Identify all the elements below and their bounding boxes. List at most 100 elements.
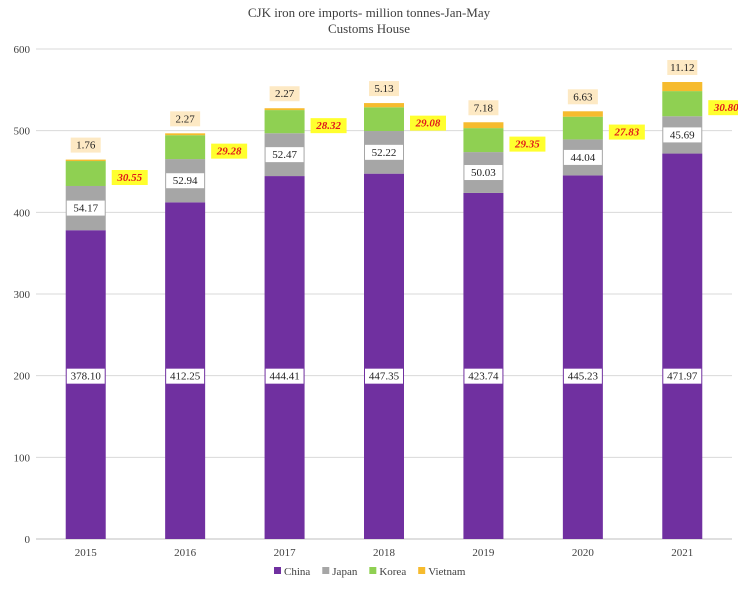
bar-korea [364,107,404,132]
bar-china [364,173,404,539]
bar-vietnam [562,111,603,117]
data-label-box-korea [310,118,347,134]
data-label-japan: 52.94 [173,175,198,187]
bar-vietnam [463,122,504,129]
data-label-box-vietnam [170,111,201,127]
data-label-china: 423.74 [468,371,499,383]
data-label-box-korea [410,115,446,131]
y-tick-label: 300 [14,289,31,301]
data-label-box-japan [265,147,304,163]
bar-china [463,192,504,539]
x-tick-label: 2018 [373,547,396,559]
data-label-china: 471.97 [667,371,698,383]
x-tick-label: 2019 [472,547,495,559]
data-label-vietnam: 5.13 [374,83,394,95]
data-label-japan: 54.17 [73,203,98,215]
data-label-box-vietnam [70,137,101,153]
bar-korea [65,161,106,186]
data-label-china: 378.10 [71,371,102,383]
data-label-china: 447.35 [369,371,400,383]
bars: 378.10 54.17 30.55 1.76 412.25 52.94 29.28 2.27… [65,60,738,540]
data-label-box-korea [509,136,546,152]
y-axis-ticks: 0 100 200 300 400 500 600 [14,44,31,546]
data-label-box-china [66,368,105,384]
y-tick-label: 500 [14,126,31,138]
data-label-korea: 30.80 [713,102,738,114]
data-label-vietnam: 11.12 [670,62,694,74]
y-tick-label: 100 [14,452,31,464]
data-label-china: 444.41 [269,371,299,383]
bar-korea [264,110,305,134]
bar-china [65,230,106,540]
legend: China Japan Korea Vietnam [274,566,466,578]
data-label-box-korea [111,170,148,186]
bar-vietnam [364,103,404,108]
x-tick-label: 2021 [671,547,693,559]
bar-korea [463,128,504,153]
x-tick-label: 2015 [75,547,98,559]
data-label-box-china [464,368,503,384]
bar-korea [662,91,703,117]
data-label-box-china [166,368,205,384]
data-label-vietnam: 2.27 [275,88,295,100]
bar-korea [165,135,206,160]
bar-vietnam [662,82,703,92]
x-tick-label: 2016 [174,547,197,559]
bar-vietnam [65,159,106,162]
data-label-china: 412.25 [170,371,201,383]
bar-korea [562,116,603,140]
bar-china [264,176,305,539]
data-label-vietnam: 7.18 [474,102,494,114]
bar-vietnam [264,108,305,111]
data-label-box-china [265,368,304,384]
x-tick-label: 2017 [274,547,297,559]
data-label-box-korea [608,124,645,140]
x-tick-label: 2020 [572,547,595,559]
data-label-korea: 29.28 [216,146,242,158]
legend-swatch-japan [322,567,330,574]
data-label-box-china [563,368,602,384]
data-label-box-vietnam [667,60,698,76]
legend-swatch-china [274,567,281,574]
data-label-box-japan [365,144,403,160]
data-label-box-vietnam [567,89,598,105]
bar-vietnam [165,133,206,136]
data-label-korea: 28.32 [315,120,341,132]
data-label-box-china [663,368,702,384]
data-label-japan: 45.69 [670,129,695,141]
data-label-vietnam: 2.27 [176,113,196,125]
data-label-box-japan [66,200,105,216]
chart-subtitle: Customs House [328,21,410,36]
data-label-box-japan [464,165,503,181]
legend-entry-vietnam: Vietnam [428,566,466,578]
data-label-box-vietnam [468,100,499,116]
data-label-box-japan [663,127,702,143]
bar-china [562,175,603,539]
data-label-box-china [365,368,403,384]
data-label-japan: 50.03 [471,167,496,179]
x-axis-ticks: 2015 2016 2017 2018 2019 2020 2021 [75,547,694,559]
data-label-korea: 29.35 [514,139,540,151]
data-label-vietnam: 1.76 [76,140,96,152]
data-label-korea: 29.08 [415,118,441,130]
data-label-japan: 52.47 [272,149,297,161]
legend-swatch-korea [369,567,377,574]
data-label-box-vietnam [369,81,399,97]
legend-entry-china: China [284,566,310,578]
legend-entry-japan: Japan [332,566,358,578]
data-label-china: 445.23 [568,371,599,383]
data-label-box-japan [166,173,205,189]
data-label-box-korea [708,100,738,116]
data-label-japan: 44.04 [570,152,595,164]
bar-china [662,153,703,539]
y-tick-label: 600 [14,44,31,56]
data-label-korea: 27.83 [613,127,639,139]
legend-swatch-vietnam [418,567,426,574]
data-label-box-japan [563,149,602,165]
chart-title: CJK iron ore imports- million tonnes-Jan… [248,5,491,20]
y-tick-label: 400 [14,207,31,219]
y-tick-label: 200 [14,371,31,383]
data-label-japan: 52.22 [372,147,397,159]
data-label-vietnam: 6.63 [573,91,593,103]
